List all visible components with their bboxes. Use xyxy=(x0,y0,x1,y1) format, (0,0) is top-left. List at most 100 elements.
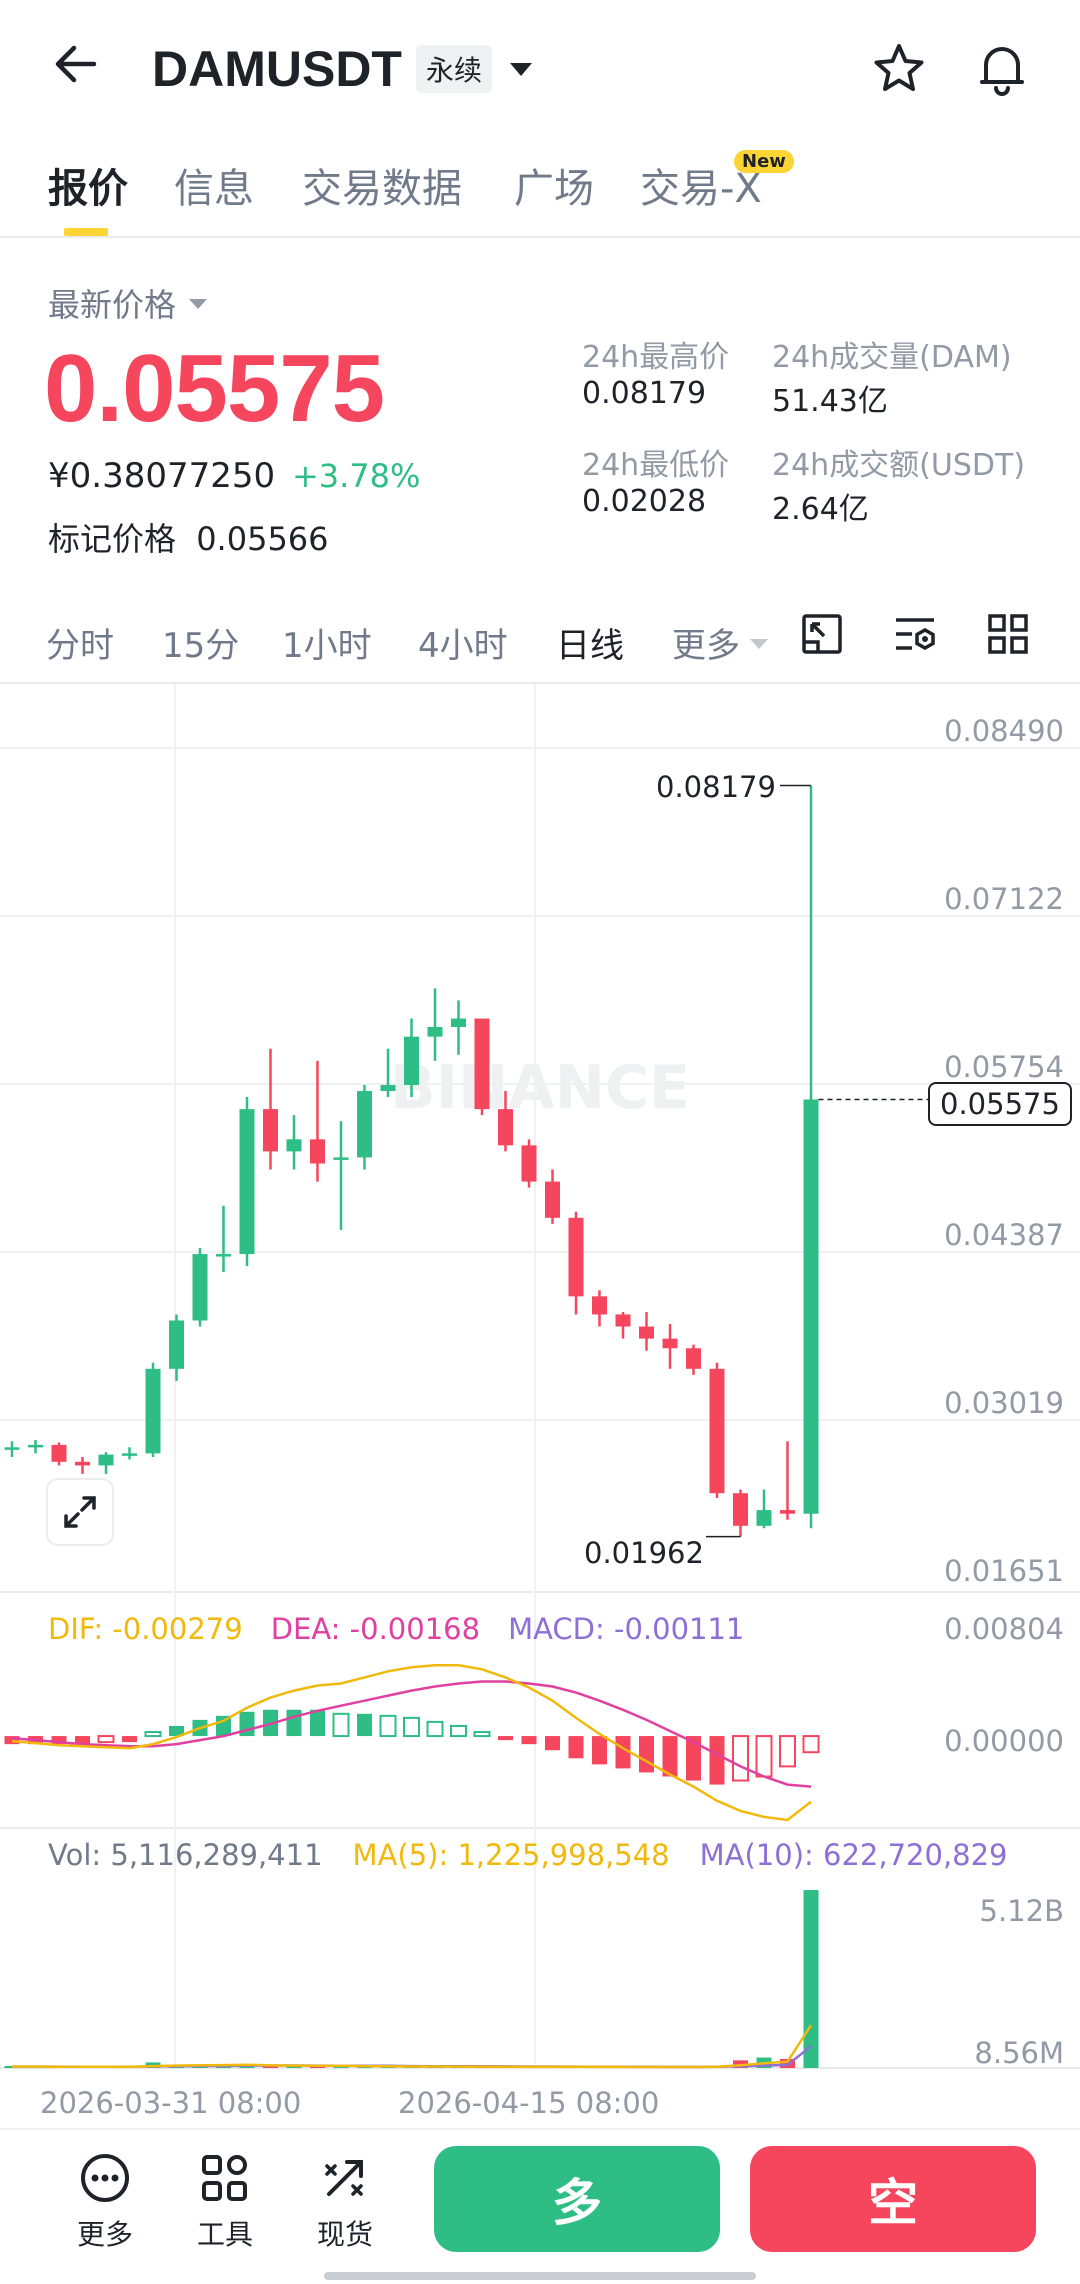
volume-ma10-line xyxy=(12,2045,812,2069)
short-button[interactable]: 空 xyxy=(750,2146,1036,2252)
candle-body xyxy=(733,1493,748,1526)
candle-body xyxy=(803,1099,819,1514)
last-price: 0.05575 xyxy=(44,335,385,442)
candle-body xyxy=(310,1139,325,1164)
tab-trading-data[interactable]: 交易数据 xyxy=(302,166,462,212)
candle-body xyxy=(286,1139,302,1152)
caret-down-icon xyxy=(510,63,532,76)
macd-histogram-bar xyxy=(51,1736,67,1745)
timeframe-1d[interactable]: 日线 xyxy=(556,626,624,666)
contract-type-tag: 永续 xyxy=(415,45,492,93)
candle-body xyxy=(357,1091,372,1158)
alert-button[interactable] xyxy=(972,38,1032,102)
candle-body xyxy=(216,1254,231,1257)
macd-label: MACD: -0.00111 xyxy=(508,1612,745,1646)
macd-histogram-bar xyxy=(332,1712,350,1738)
chart-adjust-icon xyxy=(802,614,842,654)
date-axis-tick: 2026-04-15 08:00 xyxy=(398,2086,660,2120)
timeframe-line[interactable]: 分时 xyxy=(46,626,114,666)
tab-divider xyxy=(0,236,1080,238)
candle-body xyxy=(592,1296,607,1315)
home-indicator xyxy=(324,2272,756,2280)
candle-body xyxy=(709,1368,725,1494)
tab-quote[interactable]: 报价 xyxy=(48,166,128,212)
macd-histogram-bar xyxy=(615,1736,631,1769)
layout-button[interactable] xyxy=(986,612,1030,660)
low-value: 0.02028 xyxy=(582,484,707,519)
low-annotation: 0.01962 xyxy=(584,1536,704,1570)
macd-histogram-bar xyxy=(802,1735,820,1754)
candle-body xyxy=(521,1145,537,1182)
price-type-label: 最新价格 xyxy=(48,286,177,324)
candle-body xyxy=(780,1510,795,1514)
change-percent: +3.78% xyxy=(291,457,421,495)
macd-histogram-bar xyxy=(779,1735,796,1768)
bottom-tools-button[interactable]: 工具 xyxy=(170,2150,280,2253)
timeframe-more[interactable]: 更多 xyxy=(672,618,770,667)
timeframe-15m[interactable]: 15分 xyxy=(162,626,240,666)
candle-body xyxy=(169,1320,184,1369)
symbol-selector[interactable]: DAMUSDT 永续 xyxy=(152,40,536,98)
vol-ma10-label: MA(10): 622,720,829 xyxy=(699,1838,1008,1872)
volume-axis-tick: 8.56M xyxy=(974,2036,1064,2070)
timeframe-more-label: 更多 xyxy=(672,626,740,666)
price-type-selector[interactable]: 最新价格 xyxy=(48,280,210,326)
candle-body xyxy=(568,1217,584,1297)
macd-histogram-bar xyxy=(755,1735,773,1778)
caret-down-icon xyxy=(189,299,208,309)
candle-body xyxy=(498,1109,513,1146)
mark-price-value: 0.05566 xyxy=(196,520,329,558)
favorite-button[interactable] xyxy=(870,40,928,102)
tab-info[interactable]: 信息 xyxy=(174,166,254,212)
macd-histogram-bar xyxy=(379,1714,397,1738)
vol-label: Vol: 5,116,289,411 xyxy=(48,1838,323,1872)
high-label: 24h最高价 xyxy=(582,340,730,375)
candle-body xyxy=(4,1447,20,1450)
back-arrow-icon xyxy=(55,45,97,83)
macd-histogram-bar xyxy=(403,1716,420,1738)
indicator-settings-icon xyxy=(896,618,935,651)
fullscreen-button[interactable] xyxy=(46,1478,114,1546)
candle-body xyxy=(639,1326,654,1339)
dif-label: DIF: -0.00279 xyxy=(48,1612,243,1646)
volume-label: 24h成交量(DAM) xyxy=(772,340,1012,375)
macd-axis-tick: 0.00804 xyxy=(944,1612,1064,1646)
candle-body xyxy=(686,1348,701,1369)
kline-chart[interactable]: BINANCE xyxy=(0,684,1080,2124)
price-axis-tick: 0.01651 xyxy=(944,1554,1064,1588)
spot-icon xyxy=(325,2160,363,2196)
bottom-more-button[interactable]: 更多 xyxy=(50,2150,160,2253)
chart-settings-button[interactable] xyxy=(800,612,844,660)
timeframe-4h[interactable]: 4小时 xyxy=(418,626,508,666)
bell-icon xyxy=(980,47,1024,96)
price-axis-tick: 0.08490 xyxy=(944,714,1064,748)
dea-label: DEA: -0.00168 xyxy=(270,1612,481,1646)
long-button[interactable]: 多 xyxy=(434,2146,720,2252)
macd-histogram-bar xyxy=(498,1736,513,1741)
volume-bar xyxy=(803,1890,819,2068)
macd-histogram-bar xyxy=(568,1736,584,1759)
macd-histogram-bar xyxy=(732,1735,749,1782)
candle-body xyxy=(380,1084,396,1092)
tab-square[interactable]: 广场 xyxy=(514,166,594,212)
bottom-spot-button[interactable]: 现货 xyxy=(290,2150,400,2253)
new-badge: New xyxy=(734,150,794,173)
macd-histogram-bar xyxy=(709,1736,725,1785)
candle-body xyxy=(427,1026,443,1037)
turnover-value: 2.64亿 xyxy=(772,492,869,527)
macd-histogram-bar xyxy=(97,1735,115,1744)
candle-body xyxy=(98,1454,114,1466)
candle-body xyxy=(404,1036,419,1085)
bottom-tools-label: 工具 xyxy=(196,2218,253,2251)
caret-down-icon xyxy=(750,638,768,649)
macd-histogram-bar xyxy=(473,1731,491,1738)
macd-histogram-bar xyxy=(4,1736,20,1745)
cny-price: ¥0.38077250 xyxy=(48,456,276,496)
indicator-button[interactable] xyxy=(892,612,938,660)
candle-body xyxy=(192,1254,208,1321)
timeframe-1h[interactable]: 1小时 xyxy=(282,626,372,666)
back-button[interactable] xyxy=(48,36,104,92)
bottom-more-label: 更多 xyxy=(76,2218,133,2251)
tab-trade-x[interactable]: 交易-X xyxy=(640,166,762,212)
mark-price-row: 标记价格 0.05566 xyxy=(48,514,329,560)
